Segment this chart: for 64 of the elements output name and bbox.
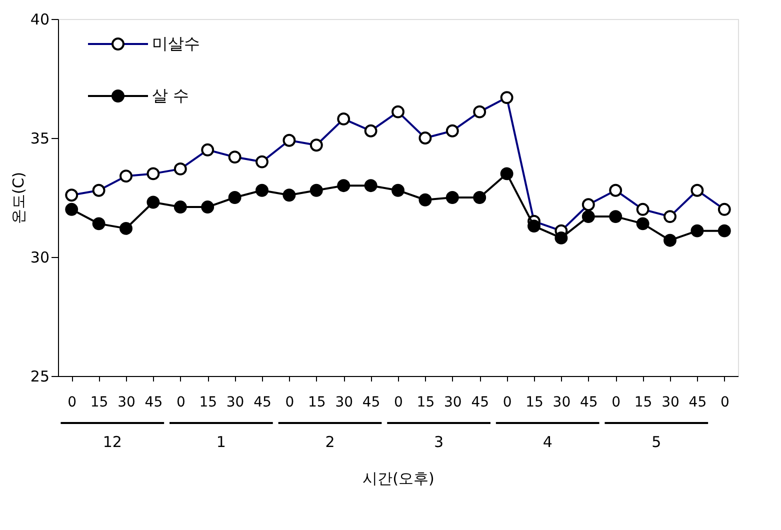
x-tick-label: 0 [176,394,186,410]
point [282,188,296,202]
x-tick-label: 15 [416,394,435,410]
point [582,210,595,224]
x-tick-label: 0 [285,394,294,410]
point [664,234,676,247]
x-tick-label: 30 [118,394,136,410]
point [636,217,650,230]
point [446,191,459,204]
x-tick-label: 30 [444,394,462,410]
point [228,191,242,204]
text: 12 [102,433,122,451]
x-tick-label: 0 [68,394,77,410]
point [174,200,187,214]
point [690,224,704,238]
x-tick-label: 0 [502,394,512,410]
y-tick-label: 30 [30,248,50,266]
text: 4 [542,433,552,451]
x-tick-label: 30 [662,394,680,410]
text: 1 [216,433,226,451]
legend-label: 미살수 [152,34,200,53]
text: 2 [325,433,335,451]
x-tick-label: 30 [335,394,354,410]
point [500,167,514,180]
point [65,202,78,216]
x-tick-label: 45 [144,394,163,410]
legend-label: 살 수 [152,86,190,105]
point [310,184,323,197]
x-tick-label: 15 [199,394,218,410]
y-tick-label: 35 [30,130,50,148]
point [609,210,622,224]
x-tick-label: 0 [720,394,730,410]
text: 3 [434,433,444,451]
x-tick-label: 45 [471,394,490,410]
x-tick-label: 45 [688,394,707,410]
x-tick-label: 15 [308,394,326,410]
point [364,179,378,192]
point [337,179,350,192]
point [146,196,160,209]
x-tick-label: 30 [226,394,244,410]
x-tick-label: 45 [362,394,380,410]
text: 5 [652,433,662,451]
x-tick-label: 45 [254,394,272,410]
point [554,231,568,244]
y-tick-label: 25 [30,368,50,386]
y-tick-label: 40 [30,10,50,28]
point [201,200,214,214]
y-axis-title: 온도(C) [9,172,28,224]
point [92,217,106,230]
point [256,184,268,197]
x-tick-label: 45 [580,394,598,410]
x-tick-label: 30 [552,394,571,410]
point [120,222,132,235]
x-tick-label: 0 [394,394,403,410]
point [473,191,486,204]
point [718,224,731,238]
point [528,220,540,233]
x-tick-label: 15 [526,394,544,410]
x-axis-title: 시간(오후) [362,470,434,488]
point [392,184,404,197]
x-tick-label: 15 [90,394,108,410]
x-tick-label: 15 [634,394,652,410]
x-tick-label: 0 [612,394,621,410]
point [418,193,432,206]
